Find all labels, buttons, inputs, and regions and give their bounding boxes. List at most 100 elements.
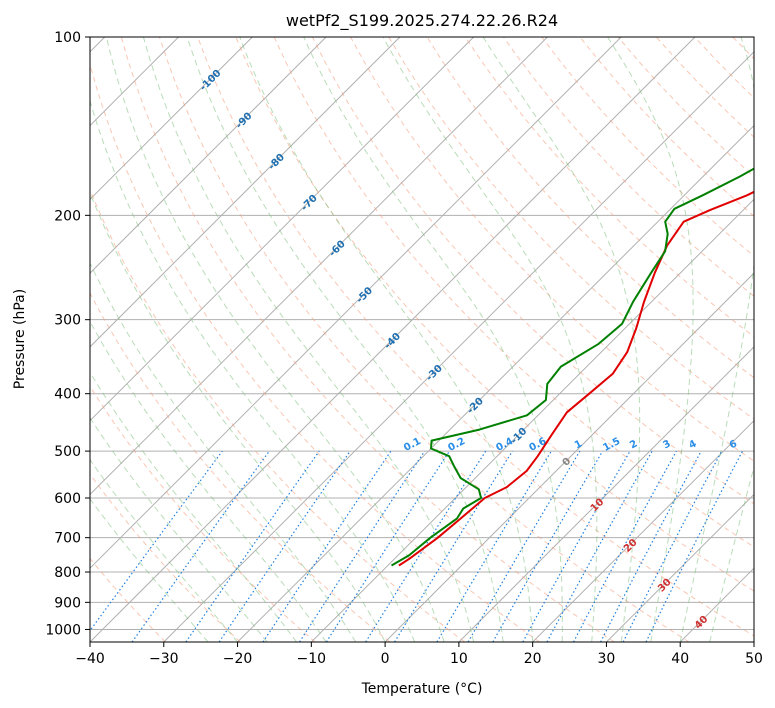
isotherm-label: -30 (424, 363, 445, 384)
isotherm-line (90, 37, 401, 348)
isotherm-label: -80 (267, 152, 288, 173)
isotherm-label: 20 (622, 537, 640, 555)
moist-adiabat-line (679, 37, 754, 642)
y-axis: 100 200 300 400 500 600 700 800 900 1000 (45, 30, 90, 638)
plot-area: 0.10.20.40.611.52346810131620253036-100-… (90, 37, 765, 642)
x-tick-label: −10 (297, 651, 327, 667)
isotherm-line (90, 37, 253, 201)
isotherm-line (532, 419, 754, 642)
isotherm-label: 10 (589, 497, 607, 515)
isotherm-label: 0 (561, 456, 574, 469)
mixing-ratio-label: 2 (628, 438, 639, 451)
isotherm-line (90, 37, 327, 274)
isotherm-line (237, 124, 754, 642)
x-axis: −40 −30 −20 −10 0 10 20 30 40 50 (75, 642, 763, 667)
x-axis-title: Temperature (°C) (361, 681, 483, 697)
dry-adiabat-line (90, 385, 316, 642)
moist-adiabat-line (105, 37, 445, 642)
temperature-profile-line (398, 190, 754, 567)
moist-adiabat-line (90, 320, 327, 642)
mixing-ratio-label: 3 (661, 438, 672, 451)
dry-adiabat-line (235, 37, 754, 592)
y-tick-label: 1000 (45, 622, 81, 638)
mixing-ratio-line (131, 450, 270, 642)
x-tick-label: −30 (149, 651, 179, 667)
isotherm-label: -70 (299, 193, 320, 214)
y-tick-label: 400 (54, 387, 81, 403)
isotherm-line (753, 641, 754, 642)
moist-adiabat-line (186, 37, 504, 642)
dry-adiabat-line (694, 37, 754, 99)
x-tick-label: −40 (75, 651, 105, 667)
moist-adiabat-line (482, 37, 641, 642)
mixing-ratio-line (262, 450, 392, 642)
moist-adiabat-line (709, 465, 754, 642)
dry-adiabat-line (159, 37, 690, 642)
y-tick-label: 100 (54, 30, 81, 46)
mixing-ratio-label: 1 (573, 438, 584, 451)
dry-adiabat-line (655, 37, 754, 138)
isotherm-label: 40 (693, 614, 711, 632)
mixing-ratio-line (185, 450, 320, 642)
dewpoint-profile-line (391, 167, 754, 567)
isotherm-line (606, 493, 754, 642)
mixing-ratio-line (522, 450, 631, 642)
dry-adiabat-line (120, 37, 615, 642)
isotherm-line (90, 37, 475, 422)
x-tick-label: 20 (524, 651, 542, 667)
mixing-ratio-line (90, 450, 223, 632)
mixing-ratio-line (299, 450, 426, 642)
y-tick-label: 200 (54, 208, 81, 224)
isotherm-line (90, 37, 622, 569)
y-tick-label: 500 (54, 444, 81, 460)
dry-adiabat-line (426, 37, 754, 379)
mixing-ratio-line (325, 450, 450, 642)
plot-frame (89, 36, 755, 643)
y-tick-label: 900 (54, 595, 81, 611)
isotherm-label: -40 (383, 331, 404, 352)
x-tick-label: −20 (223, 651, 253, 667)
mixing-ratio-line (218, 450, 351, 642)
moist-adiabat-line (90, 458, 238, 642)
y-tick-label: 300 (54, 313, 81, 329)
moist-adiabat-line (142, 37, 475, 642)
dry-adiabat-line (90, 188, 465, 642)
mixing-ratio-label: 6 (728, 438, 739, 451)
isotherm-line (384, 272, 754, 642)
moist-adiabat-line (90, 498, 209, 642)
isotherm-label: -50 (355, 285, 376, 306)
moist-adiabat-line (90, 371, 297, 642)
y-tick-label: 800 (54, 565, 81, 581)
moist-adiabat-line (303, 37, 563, 642)
dry-adiabat-line (90, 557, 166, 642)
isotherm-label: -100 (198, 68, 224, 94)
y-axis-title: Pressure (hPa) (12, 289, 28, 389)
dry-adiabat-line (273, 37, 754, 548)
dry-adiabat-line (90, 292, 391, 642)
moist-adiabat-line (382, 37, 598, 642)
isotherm-label: -60 (327, 239, 348, 260)
mixing-ratio-line (546, 450, 653, 642)
dry-adiabat-line (90, 62, 540, 642)
isotherm-line (163, 51, 754, 642)
x-tick-label: 50 (745, 651, 763, 667)
dry-adiabat-line (90, 473, 241, 642)
isotherm-line (679, 567, 754, 642)
isotherm-line (90, 37, 548, 496)
isotherm-line (90, 37, 696, 642)
x-tick-label: 30 (598, 651, 616, 667)
y-tick-label: 700 (54, 531, 81, 547)
moist-adiabat-line (90, 416, 268, 642)
dry-adiabat-line (350, 37, 754, 462)
mixing-ratio-line (645, 450, 744, 642)
dry-adiabat-line (197, 37, 754, 637)
moist-adiabat-line (607, 37, 694, 642)
mixing-ratio-label: 8 (754, 438, 765, 451)
moist-adiabat-line (90, 262, 357, 642)
isotherm-line (458, 346, 754, 642)
mixing-ratio-line (467, 450, 581, 642)
x-tick-label: 40 (671, 651, 689, 667)
dry-adiabat-line (464, 37, 754, 338)
x-tick-label: 0 (381, 651, 390, 667)
